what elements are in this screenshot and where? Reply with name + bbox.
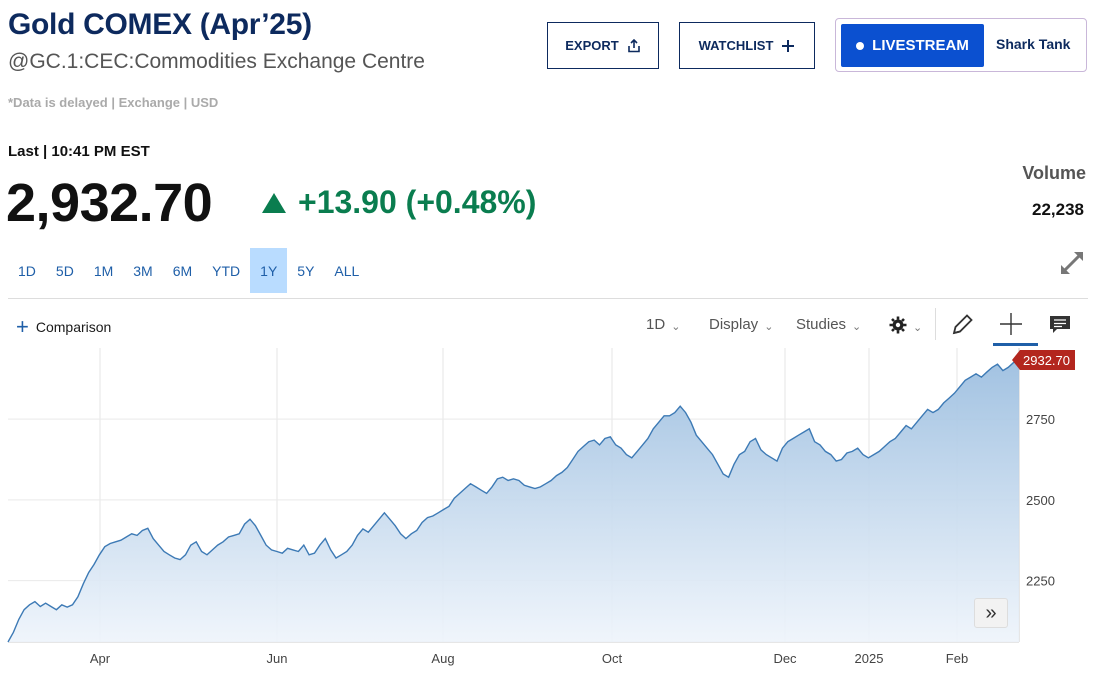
volume-label: Volume [1022, 163, 1086, 183]
interval-dropdown[interactable]: 1D ⌄ [646, 316, 680, 333]
y-tick-label: 2250 [1026, 574, 1055, 589]
comparison-button[interactable]: + Comparison [16, 316, 111, 338]
price-change: +13.90 (+0.48%) [262, 184, 536, 221]
x-tick-label: Feb [946, 651, 968, 666]
up-arrow-icon [262, 192, 286, 213]
range-ytd[interactable]: YTD [212, 262, 241, 279]
last-price-marker [1012, 350, 1075, 371]
livestream-banner[interactable]: LIVESTREAM Shark Tank [835, 18, 1087, 72]
divider [8, 298, 1088, 299]
price-line [7, 359, 1020, 643]
interval-label: 1D [646, 316, 666, 333]
change-value: +13.90 (+0.48%) [298, 184, 537, 220]
x-tick-label: Dec [773, 651, 797, 666]
range-5y[interactable]: 5Y [297, 262, 315, 279]
livestream-label: LIVESTREAM [872, 37, 969, 54]
plus-icon [782, 39, 795, 52]
settings-dropdown[interactable]: ⌄ [889, 316, 922, 334]
y-tick-label: 2500 [1026, 493, 1055, 508]
range-all[interactable]: ALL [334, 262, 360, 279]
chevron-down-icon: ⌄ [671, 321, 681, 333]
chevron-down-icon: ⌄ [913, 321, 923, 334]
symbol-subtitle: @GC.1:CEC:Commodities Exchange Centre [8, 50, 425, 73]
export-button[interactable]: EXPORT [547, 22, 659, 69]
range-selector: 1D 5D 1M 3M 6M YTD 1Y 5Y ALL [8, 248, 369, 293]
export-label: EXPORT [565, 38, 619, 53]
comment-icon[interactable] [1046, 310, 1074, 338]
expand-icon[interactable] [1056, 247, 1088, 279]
price-area [8, 360, 1019, 642]
x-tick-label: 2025 [855, 651, 884, 666]
display-label: Display [709, 316, 759, 333]
active-tool-indicator [993, 343, 1038, 346]
range-1d[interactable]: 1D [18, 262, 36, 279]
data-delay-note: *Data is delayed | Exchange | USD [8, 95, 219, 110]
display-dropdown[interactable]: Display ⌄ [709, 316, 773, 333]
chevron-down-icon: ⌄ [764, 321, 774, 333]
last-price: 2,932.70 [6, 173, 213, 233]
price-chart[interactable]: Apr Jun Aug Oct Dec 2025 Feb 2250 2500 2750 2932.… [0, 348, 1099, 679]
x-tick-label: Apr [90, 651, 111, 666]
share-icon [627, 38, 640, 52]
studies-label: Studies [796, 316, 847, 333]
x-tick-label: Oct [602, 651, 623, 666]
watchlist-label: WATCHLIST [698, 38, 774, 53]
last-price-label: 2932.70 [1023, 353, 1070, 368]
range-6m[interactable]: 6M [172, 262, 193, 279]
studies-dropdown[interactable]: Studies ⌄ [796, 316, 861, 333]
live-dot-icon [856, 41, 865, 50]
range-3m[interactable]: 3M [133, 262, 153, 279]
chevron-down-icon: ⌄ [852, 321, 862, 333]
y-tick-label: 2750 [1026, 412, 1055, 427]
pencil-icon[interactable] [949, 310, 977, 338]
plus-icon: + [16, 314, 29, 339]
fast-forward-icon: » [985, 601, 997, 624]
range-1m[interactable]: 1M [93, 262, 114, 279]
last-trade-time: Last | 10:41 PM EST [8, 143, 150, 160]
watchlist-button[interactable]: WATCHLIST [679, 22, 815, 69]
comparison-label: Comparison [35, 319, 112, 335]
livestream-button[interactable]: LIVESTREAM [841, 24, 984, 67]
x-tick-label: Jun [267, 651, 288, 666]
range-5d[interactable]: 5D [55, 262, 74, 279]
page-title: Gold COMEX (Apr’25) [8, 8, 312, 41]
x-tick-label: Aug [431, 651, 454, 666]
crosshair-icon[interactable] [997, 310, 1025, 338]
range-1y[interactable]: 1Y [250, 248, 288, 293]
toolbar-separator [935, 308, 936, 340]
show-name[interactable]: Shark Tank [996, 36, 1071, 52]
gear-icon [889, 316, 907, 334]
volume-value: 22,238 [1032, 200, 1084, 219]
fast-forward-button[interactable]: » [974, 598, 1008, 628]
